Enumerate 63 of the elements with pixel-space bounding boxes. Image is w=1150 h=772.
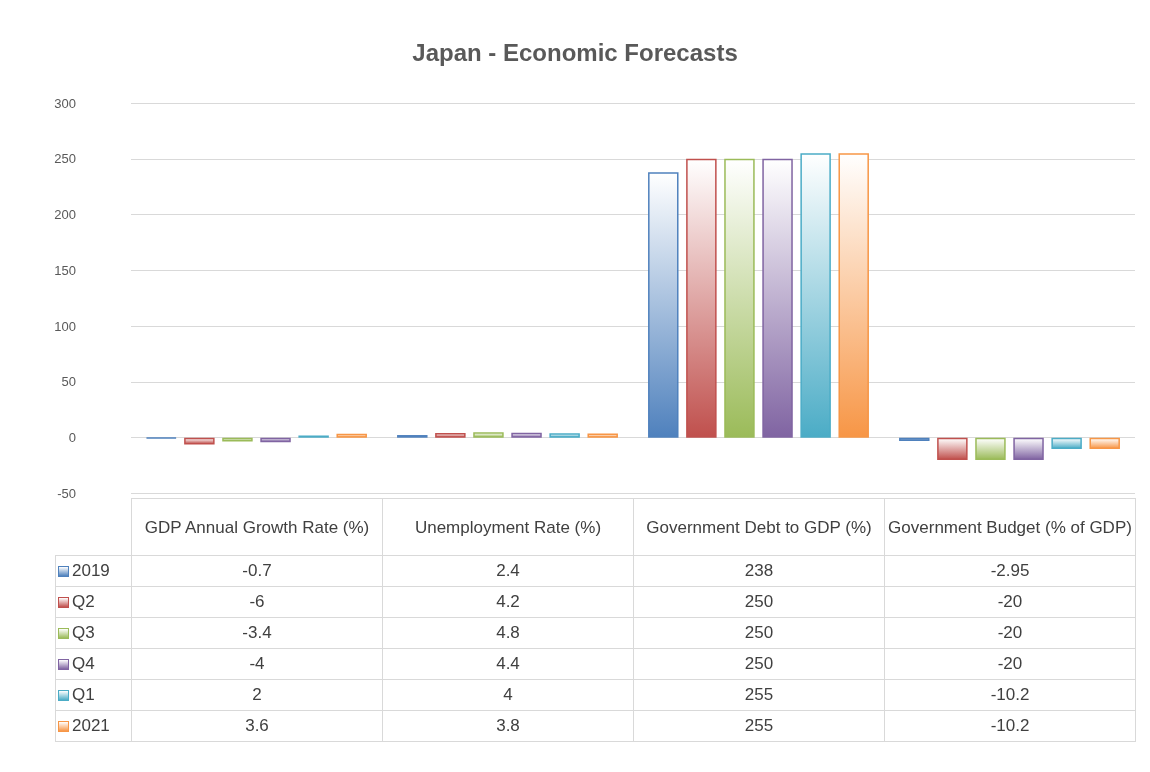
bar [511,432,542,438]
bar [473,432,504,438]
bar [549,433,580,438]
bar [937,437,968,461]
bar [587,433,618,438]
data-label: -20 [884,617,1136,649]
data-label: 3.8 [382,710,634,742]
y-tick-label: 300 [54,95,76,111]
legend-label: 2019 [55,555,132,587]
bar [184,437,215,445]
data-label: -20 [884,648,1136,680]
data-label: -10.2 [884,710,1136,742]
data-label: 2 [131,679,383,711]
data-label: 2.4 [382,555,634,587]
y-tick-label: 200 [54,207,76,223]
data-label: -2.95 [884,555,1136,587]
bar [1013,437,1044,461]
data-label: 250 [633,586,885,618]
bar [838,153,869,438]
data-label: 4.2 [382,586,634,618]
legend-label: 2021 [55,710,132,742]
bar [222,437,253,442]
bar [336,433,367,438]
data-label: 4.8 [382,617,634,649]
x-tick-label: GDP Annual Growth Rate (%) [131,498,383,556]
y-tick-label: 150 [54,262,76,278]
y-tick-label: -50 [57,486,76,501]
data-label: 250 [633,617,885,649]
legend-label: Q2 [55,586,132,618]
data-label: 255 [633,710,885,742]
bar [1051,437,1082,450]
data-label: 238 [633,555,885,587]
bar [800,153,831,438]
data-label: 255 [633,679,885,711]
data-label: 4 [382,679,634,711]
bar [724,158,755,438]
data-label: -10.2 [884,679,1136,711]
y-tick-label: 100 [54,318,76,334]
bar [648,172,679,438]
y-tick-label: 0 [68,430,76,446]
data-label: -4 [131,648,383,680]
chart-title: Japan - Economic Forecasts [412,38,738,66]
bar [975,437,1006,461]
data-label: -3.4 [131,617,383,649]
legend-label: Q4 [55,648,132,680]
legend-label: Q1 [55,679,132,711]
bar [1089,437,1120,450]
legend-label: Q3 [55,617,132,649]
data-label: 250 [633,648,885,680]
data-label: -0.7 [131,555,383,587]
y-tick-label: 50 [61,374,76,390]
bar [686,158,717,438]
x-tick-label: Government Debt to GDP (%) [633,498,885,556]
data-label: 4.4 [382,648,634,680]
bar [260,437,291,443]
data-label: -6 [131,586,383,618]
data-label: 3.6 [131,710,383,742]
data-label: -20 [884,586,1136,618]
bar [435,433,466,438]
x-tick-label: Unemployment Rate (%) [382,498,634,556]
y-tick-label: 250 [54,151,76,167]
x-tick-label: Government Budget (% of GDP) [884,498,1136,556]
bar [762,158,793,438]
